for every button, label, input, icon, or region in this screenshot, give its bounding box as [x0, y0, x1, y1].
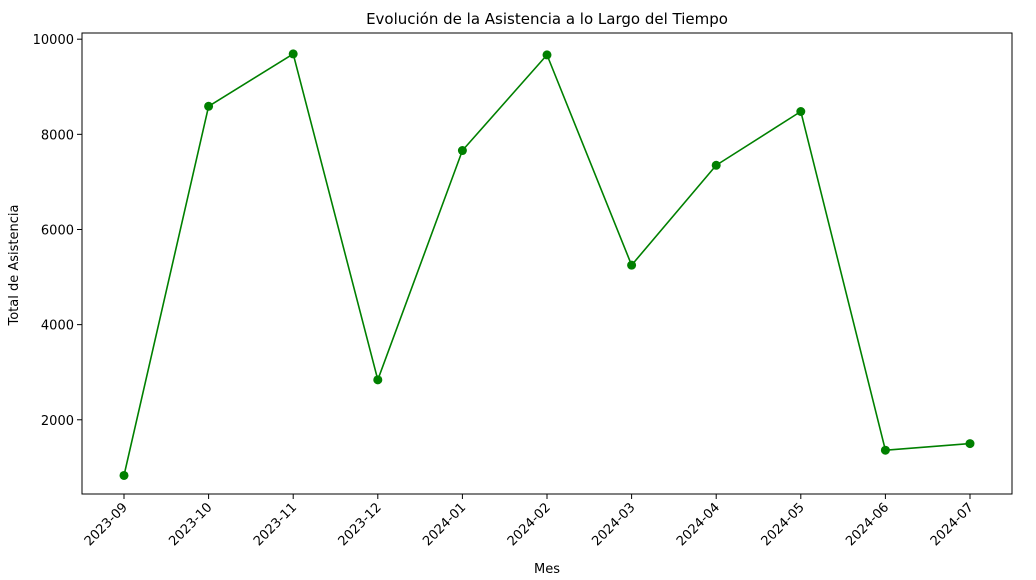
x-tick-label-2024-03: 2024-03: [589, 500, 638, 549]
y-tick-label-10000: 10000: [33, 33, 74, 48]
data-point-2024-01: [457, 146, 467, 156]
data-point-2024-05: [796, 106, 806, 116]
x-tick-label-2024-06: 2024-06: [843, 500, 892, 549]
x-tick-label-2024-04: 2024-04: [674, 500, 723, 549]
data-point-2023-10: [204, 101, 214, 111]
data-point-2023-12: [373, 375, 383, 385]
data-point-2024-02: [542, 50, 552, 60]
data-point-2024-04: [711, 160, 721, 170]
x-tick-label-2023-11: 2023-11: [251, 500, 300, 549]
y-tick-label-4000: 4000: [41, 319, 74, 334]
x-tick-label-2023-10: 2023-10: [166, 500, 215, 549]
data-point-2023-09: [119, 470, 129, 480]
x-tick-label-2024-02: 2024-02: [505, 500, 554, 549]
data-point-2024-03: [627, 260, 637, 270]
y-tick-label-6000: 6000: [41, 223, 74, 238]
x-axis: 2023-09 2023-10 2023-11 2023-12 2024-01 2024-…: [82, 494, 977, 549]
x-tick-label-2023-12: 2023-12: [336, 500, 385, 549]
y-axis-title: Total de Asistencia: [7, 205, 22, 327]
x-tick-label-2024-05: 2024-05: [759, 500, 808, 549]
y-tick-label-2000: 2000: [41, 414, 74, 429]
chart-title: Evolución de la Asistencia a lo Largo de…: [366, 10, 728, 28]
y-tick-label-8000: 8000: [41, 128, 74, 143]
data-point-2024-06: [880, 445, 890, 455]
series-line-0: [123, 53, 971, 476]
data-point-2023-11: [288, 49, 298, 59]
x-tick-label-2024-07: 2024-07: [928, 500, 977, 549]
data-point-2024-07: [965, 439, 975, 449]
plot-frame: [81, 32, 1013, 495]
x-axis-title: Mes: [534, 562, 560, 577]
x-tick-label-2023-09: 2023-09: [82, 500, 131, 549]
series-layer: [119, 49, 975, 480]
y-axis: 2000 4000 6000 8000 10000: [33, 33, 82, 429]
x-tick-label-2024-01: 2024-01: [420, 500, 469, 549]
